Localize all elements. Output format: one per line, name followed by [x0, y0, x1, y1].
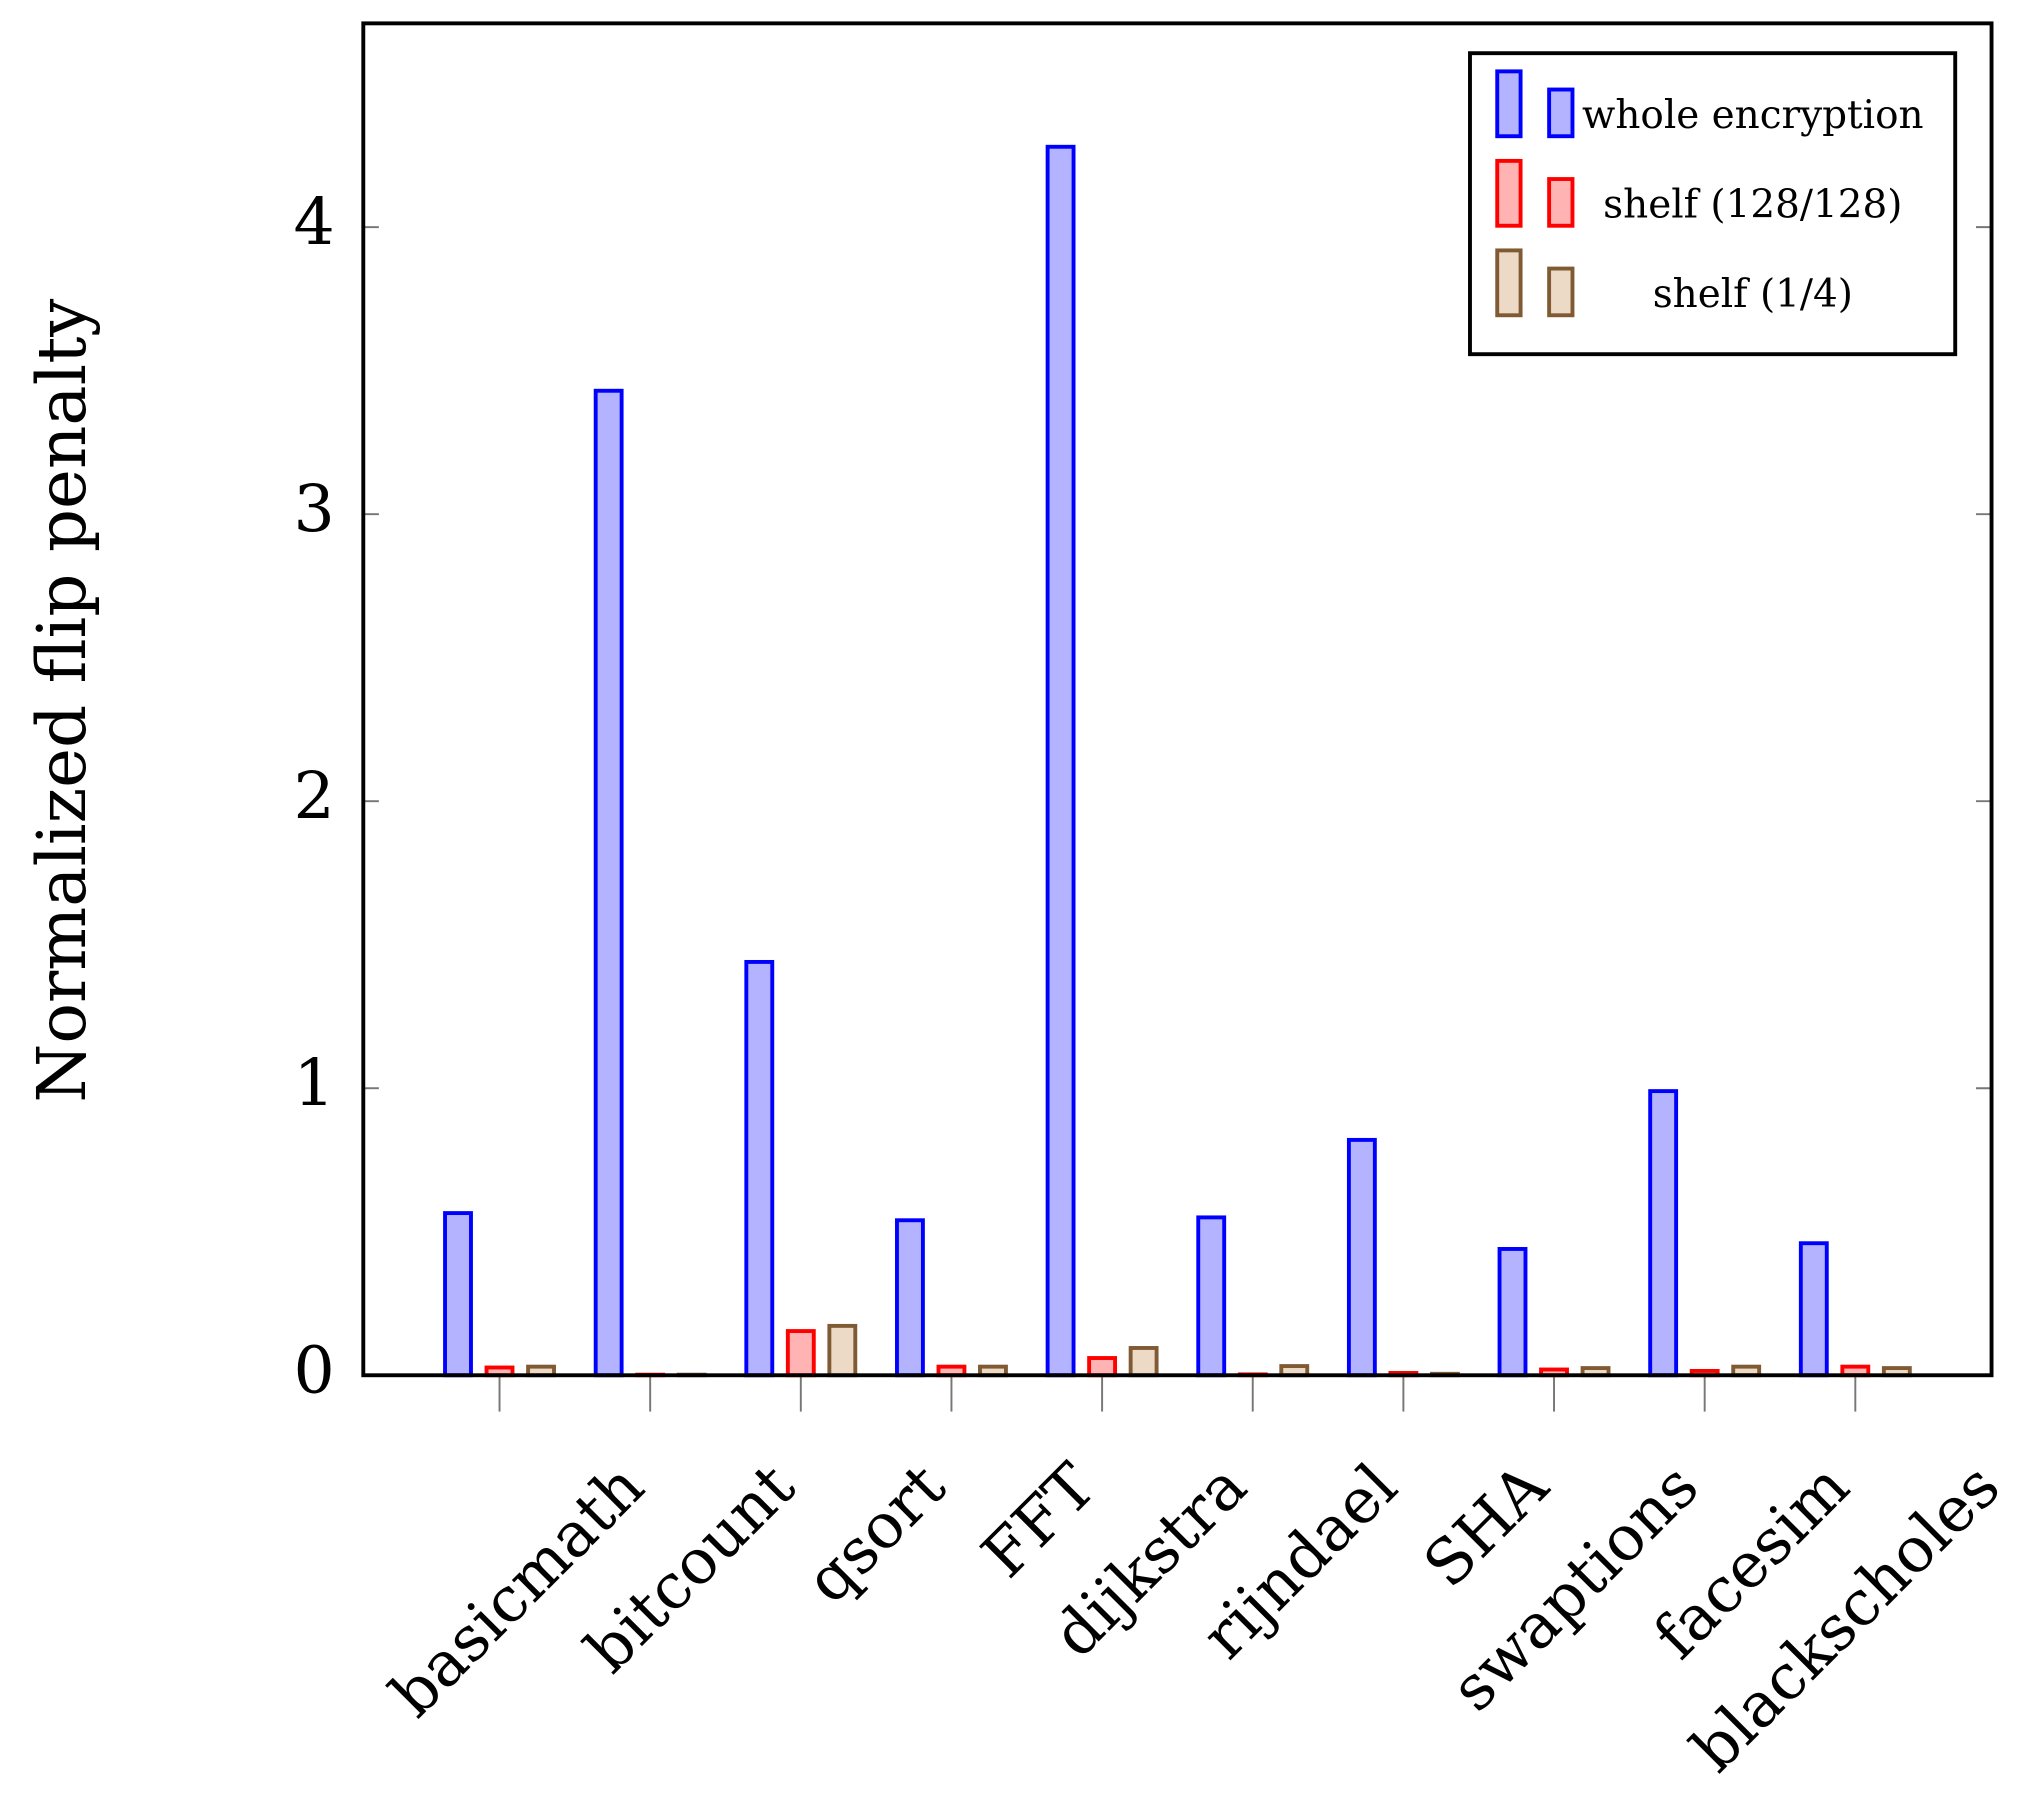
- bar: [593, 388, 624, 1378]
- legend-swatch: [1547, 266, 1575, 318]
- legend-swatch: [1495, 248, 1523, 318]
- bar: [443, 1211, 473, 1378]
- legend-label: whole encryption: [1582, 93, 1924, 138]
- bar: [827, 1323, 858, 1378]
- y-axis-label: Normalized flip penalty: [22, 299, 101, 1103]
- y-tick-label: 1: [293, 1046, 334, 1121]
- bar: [1798, 1241, 1829, 1378]
- legend-swatch: [1495, 158, 1523, 228]
- y-tick-label: 2: [293, 759, 334, 834]
- bar: [1087, 1356, 1118, 1378]
- legend-swatch: [1547, 177, 1575, 228]
- bar: [895, 1218, 925, 1378]
- legend-label: shelf (1/4): [1653, 272, 1853, 317]
- bar: [1346, 1137, 1377, 1378]
- legend-label: shelf (128/128): [1603, 183, 1902, 228]
- plot-frame: [361, 21, 1994, 1378]
- y-tick-label: 4: [293, 185, 334, 260]
- legend-swatch: [1495, 69, 1523, 139]
- bar: [1196, 1215, 1227, 1378]
- legend-swatch: [1547, 87, 1575, 139]
- bar: [1648, 1089, 1679, 1378]
- bar: [744, 959, 775, 1378]
- y-tick-label: 0: [293, 1333, 334, 1408]
- bar: [1497, 1247, 1528, 1378]
- bar: [785, 1329, 816, 1378]
- bar: [1045, 144, 1076, 1378]
- bar: [1128, 1346, 1159, 1378]
- y-tick-label: 3: [293, 472, 334, 547]
- x-tick-label: qsort: [791, 1449, 959, 1617]
